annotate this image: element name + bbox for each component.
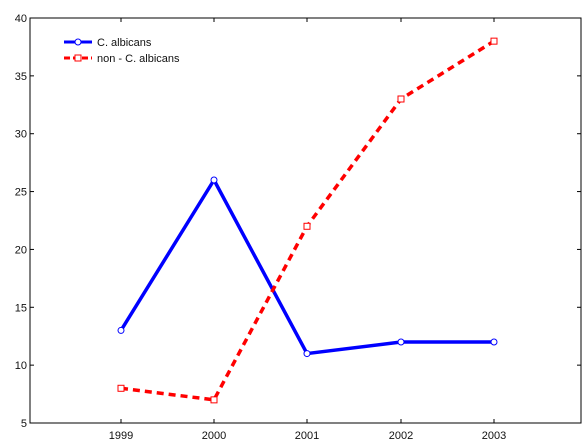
- legend-marker-square: [74, 54, 82, 62]
- data-point-circle: [210, 176, 218, 184]
- x-tick-label: 2000: [202, 430, 226, 442]
- data-point-square: [490, 37, 498, 45]
- data-point-square: [303, 222, 311, 230]
- legend-label-1: non - C. albicans: [97, 53, 180, 65]
- legend-marker-circle: [74, 38, 82, 46]
- y-tick-label: 20: [15, 244, 27, 256]
- data-point-circle: [397, 338, 405, 346]
- legend: C. albicans non - C. albicans: [64, 37, 180, 65]
- y-tick-label: 5: [21, 418, 27, 430]
- y-tick-label: 10: [15, 360, 27, 372]
- legend-label-0: C. albicans: [97, 37, 152, 49]
- x-tick-label: 2002: [389, 430, 413, 442]
- series-lines: [117, 37, 498, 404]
- y-tick-label: 15: [15, 302, 27, 314]
- plot-frame: [29, 17, 582, 424]
- data-point-square: [397, 95, 405, 103]
- x-tick-label: 2001: [295, 430, 319, 442]
- data-point-square: [210, 396, 218, 404]
- data-point-circle: [490, 338, 498, 346]
- data-point-circle: [117, 326, 125, 334]
- x-axis-ticks: 1999 2000 2001 2002 2003: [109, 18, 506, 442]
- data-point-square: [117, 384, 125, 392]
- y-tick-label: 30: [15, 129, 27, 141]
- x-tick-label: 2003: [482, 430, 506, 442]
- data-point-circle: [303, 350, 311, 358]
- y-tick-label: 25: [15, 187, 27, 199]
- y-tick-label: 40: [15, 13, 27, 25]
- y-axis-ticks: 5 10 15 20 25 30 35 40: [15, 13, 581, 430]
- x-tick-label: 1999: [109, 430, 133, 442]
- y-tick-label: 35: [15, 71, 27, 83]
